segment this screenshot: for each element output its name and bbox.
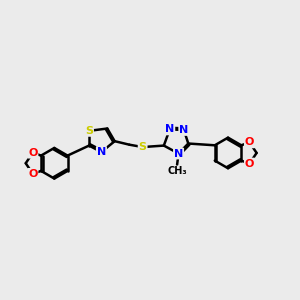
Text: O: O [28, 148, 38, 158]
Text: O: O [28, 169, 38, 179]
Text: S: S [85, 126, 93, 136]
Text: N: N [174, 148, 183, 158]
Text: S: S [139, 142, 147, 152]
Text: CH₃: CH₃ [167, 166, 187, 176]
Text: N: N [165, 124, 174, 134]
Text: N: N [179, 125, 188, 135]
Text: O: O [245, 137, 254, 147]
Text: O: O [245, 158, 254, 169]
Text: N: N [97, 147, 106, 157]
